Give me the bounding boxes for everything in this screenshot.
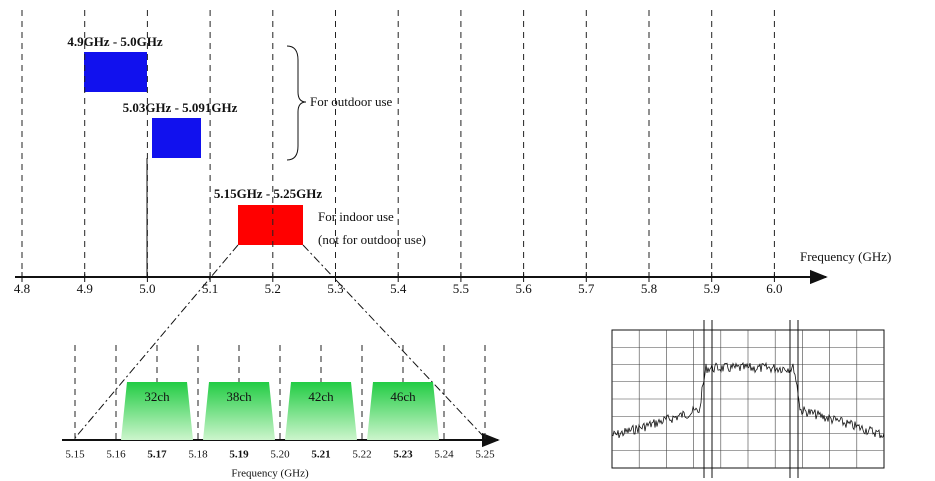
- tick-label: 5.19: [229, 449, 249, 461]
- tick-label: 5.2: [265, 281, 281, 296]
- band-rect: [84, 52, 147, 92]
- tick-label: 5.0: [139, 281, 155, 296]
- band-label: 5.03GHz - 5.091GHz: [123, 100, 238, 115]
- tick-label: 5.23: [393, 449, 413, 461]
- annotation: For outdoor use: [310, 94, 393, 109]
- tick-label: 5.3: [327, 281, 343, 296]
- tick-label: 4.8: [14, 281, 30, 296]
- tick-label: 5.8: [641, 281, 657, 296]
- band-rect: [238, 205, 303, 245]
- tick-label: 5.22: [352, 449, 371, 461]
- channel-label: 42ch: [308, 389, 334, 404]
- tick-label: 4.9: [77, 281, 93, 296]
- tick-label: 6.0: [766, 281, 782, 296]
- tick-label: 5.21: [311, 449, 330, 461]
- tick-label: 5.25: [475, 449, 495, 461]
- axis-label: Frequency (GHz): [231, 468, 309, 480]
- tick-label: 5.4: [390, 281, 407, 296]
- channel-label: 32ch: [144, 389, 170, 404]
- tick-label: 5.5: [453, 281, 469, 296]
- tick-label: 5.20: [270, 449, 290, 461]
- tick-label: 5.7: [578, 281, 595, 296]
- tick-label: 5.16: [106, 449, 126, 461]
- annotation: (not for outdoor use): [318, 232, 426, 247]
- band-rect: [152, 118, 201, 158]
- tick-label: 5.24: [434, 449, 454, 461]
- channel-label: 46ch: [390, 389, 416, 404]
- tick-label: 5.6: [515, 281, 532, 296]
- annotation: For indoor use: [318, 209, 394, 224]
- diagram: 4.9GHz - 5.0GHz 5.03GHz - 5.091GHz 5.15G…: [0, 0, 935, 481]
- band-label: 4.9GHz - 5.0GHz: [67, 34, 163, 49]
- channel-label: 38ch: [226, 389, 252, 404]
- tick-label: 5.15: [65, 449, 85, 461]
- tick-label: 5.1: [202, 281, 218, 296]
- tick-label: 5.9: [704, 281, 720, 296]
- brace: [287, 46, 306, 160]
- axis-label: Frequency (GHz): [800, 249, 891, 264]
- tick-label: 5.17: [147, 449, 167, 461]
- band-label: 5.15GHz - 5.25GHz: [214, 186, 323, 201]
- spectrum-plot: [612, 320, 884, 478]
- tick-label: 5.18: [188, 449, 208, 461]
